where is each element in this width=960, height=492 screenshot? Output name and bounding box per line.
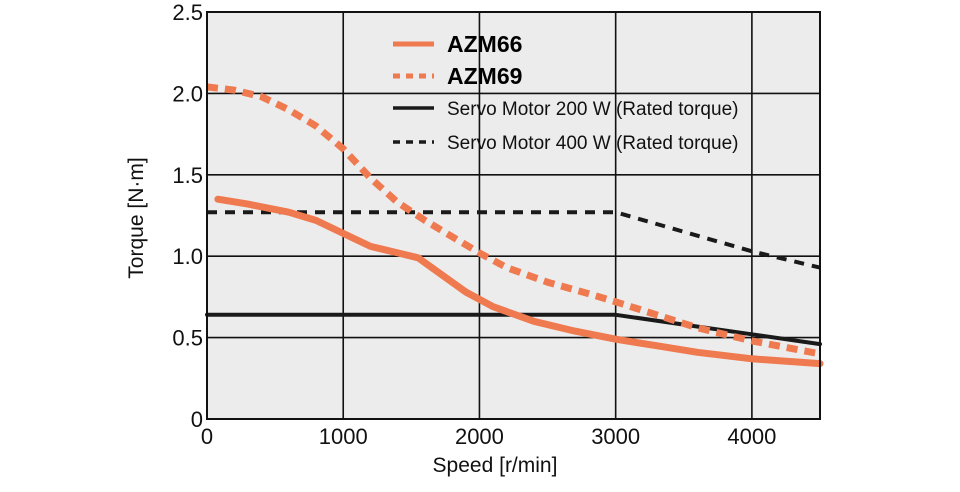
- y-tick-label: 0.5: [172, 326, 203, 351]
- series-line-azm69: [206, 83, 821, 358]
- series-line-servo-motor-400-w-rated-torque: [207, 210, 821, 270]
- y-tick-label: 2.0: [172, 81, 203, 106]
- x-tick-label: 4000: [727, 424, 776, 449]
- y-tick-labels: 0 0.5 1.0 1.5 2.0 2.5: [172, 0, 203, 432]
- legend-label-0: AZM66: [447, 31, 522, 57]
- series-line-azm66: [214, 195, 824, 368]
- y-tick-label: 0: [191, 407, 203, 432]
- y-axis-title: Torque [N·m]: [125, 157, 148, 278]
- legend: AZM66 AZM69 Servo Motor 200 W (Rated torqu…: [393, 31, 738, 154]
- x-tick-label: 0: [201, 424, 213, 449]
- legend-label-1: AZM69: [447, 63, 522, 89]
- plot-frame: [206, 11, 821, 420]
- x-tick-label: 3000: [591, 424, 640, 449]
- series-lines: [205, 83, 824, 368]
- x-axis-title: Speed [r/min]: [433, 454, 558, 477]
- y-tick-label: 1.0: [172, 244, 203, 269]
- y-tick-label: 1.5: [172, 163, 203, 188]
- x-tick-labels: 0 1000 2000 3000 4000: [201, 424, 776, 449]
- y-tick-label: 2.5: [172, 0, 203, 25]
- legend-label-2: Servo Motor 200 W (Rated torque): [447, 99, 738, 120]
- x-tick-label: 1000: [319, 424, 368, 449]
- x-tick-label: 2000: [455, 424, 504, 449]
- legend-label-3: Servo Motor 400 W (Rated torque): [447, 133, 738, 154]
